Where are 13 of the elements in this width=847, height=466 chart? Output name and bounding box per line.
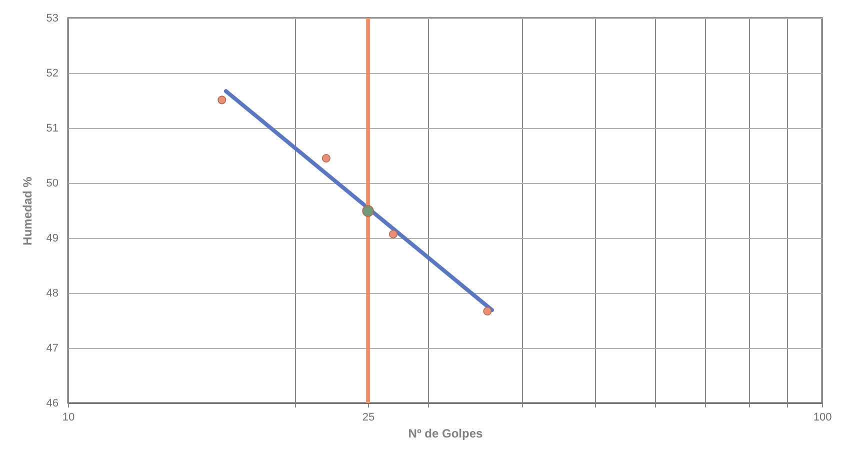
y-axis-title: Humedad %	[20, 176, 34, 246]
x-tick-label: 10	[62, 412, 75, 424]
y-tick-label: 46	[46, 398, 58, 410]
x-axis-title: Nº de Golpes	[408, 426, 484, 440]
y-tick-label: 50	[46, 178, 58, 190]
x-tick-label: 25	[362, 412, 375, 424]
y-tick-label: 49	[46, 232, 58, 244]
y-tick-label: 51	[46, 122, 58, 134]
y-tick-label: 52	[46, 68, 58, 80]
y-tick-label: 48	[46, 288, 58, 300]
y-tick-label: 53	[46, 12, 58, 24]
x-tick-label: 100	[813, 412, 832, 424]
y-tick-label: 47	[46, 342, 58, 354]
